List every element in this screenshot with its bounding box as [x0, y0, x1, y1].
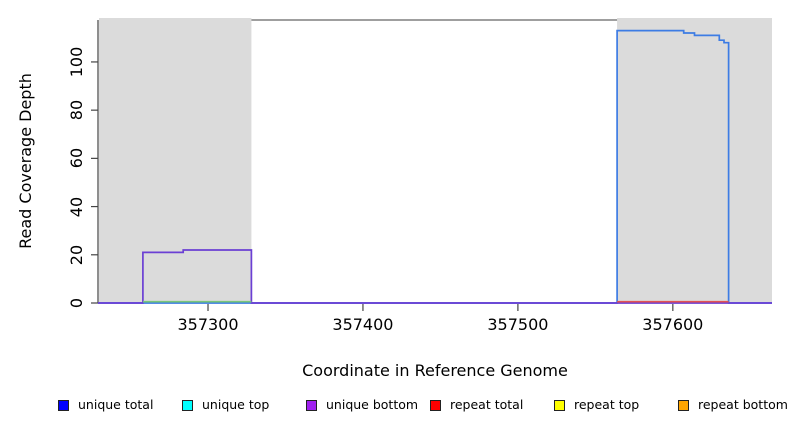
x-axis-title: Coordinate in Reference Genome [302, 361, 568, 380]
legend-label: unique top [202, 397, 270, 412]
legend-label: unique bottom [326, 397, 419, 412]
legend-swatch-icon [554, 400, 565, 411]
legend-swatch-icon [430, 400, 441, 411]
x-tick-label: 357400 [332, 315, 394, 334]
series-line-unique-bottom [98, 249, 772, 304]
legend-swatch-icon [678, 400, 689, 411]
shaded-region [617, 18, 772, 303]
x-tick-label: 357500 [487, 315, 549, 334]
legend-label: repeat top [574, 397, 640, 412]
series-line-unique-total [98, 29, 772, 304]
x-tick-label: 357600 [642, 315, 704, 334]
x-tick-label: 357300 [177, 315, 239, 334]
legend-swatch-icon [306, 400, 317, 411]
legend-label: repeat total [450, 397, 524, 412]
shaded-region [99, 18, 252, 303]
legend-label: unique total [78, 397, 154, 412]
legend-label: repeat bottom [698, 397, 788, 412]
legend: unique total unique top unique bottom repea… [0, 397, 792, 419]
y-tick-label: 100 [67, 46, 86, 78]
y-axis-title: Read Coverage Depth [16, 73, 35, 249]
legend-swatch-icon [182, 400, 193, 411]
legend-swatch-icon [58, 400, 69, 411]
